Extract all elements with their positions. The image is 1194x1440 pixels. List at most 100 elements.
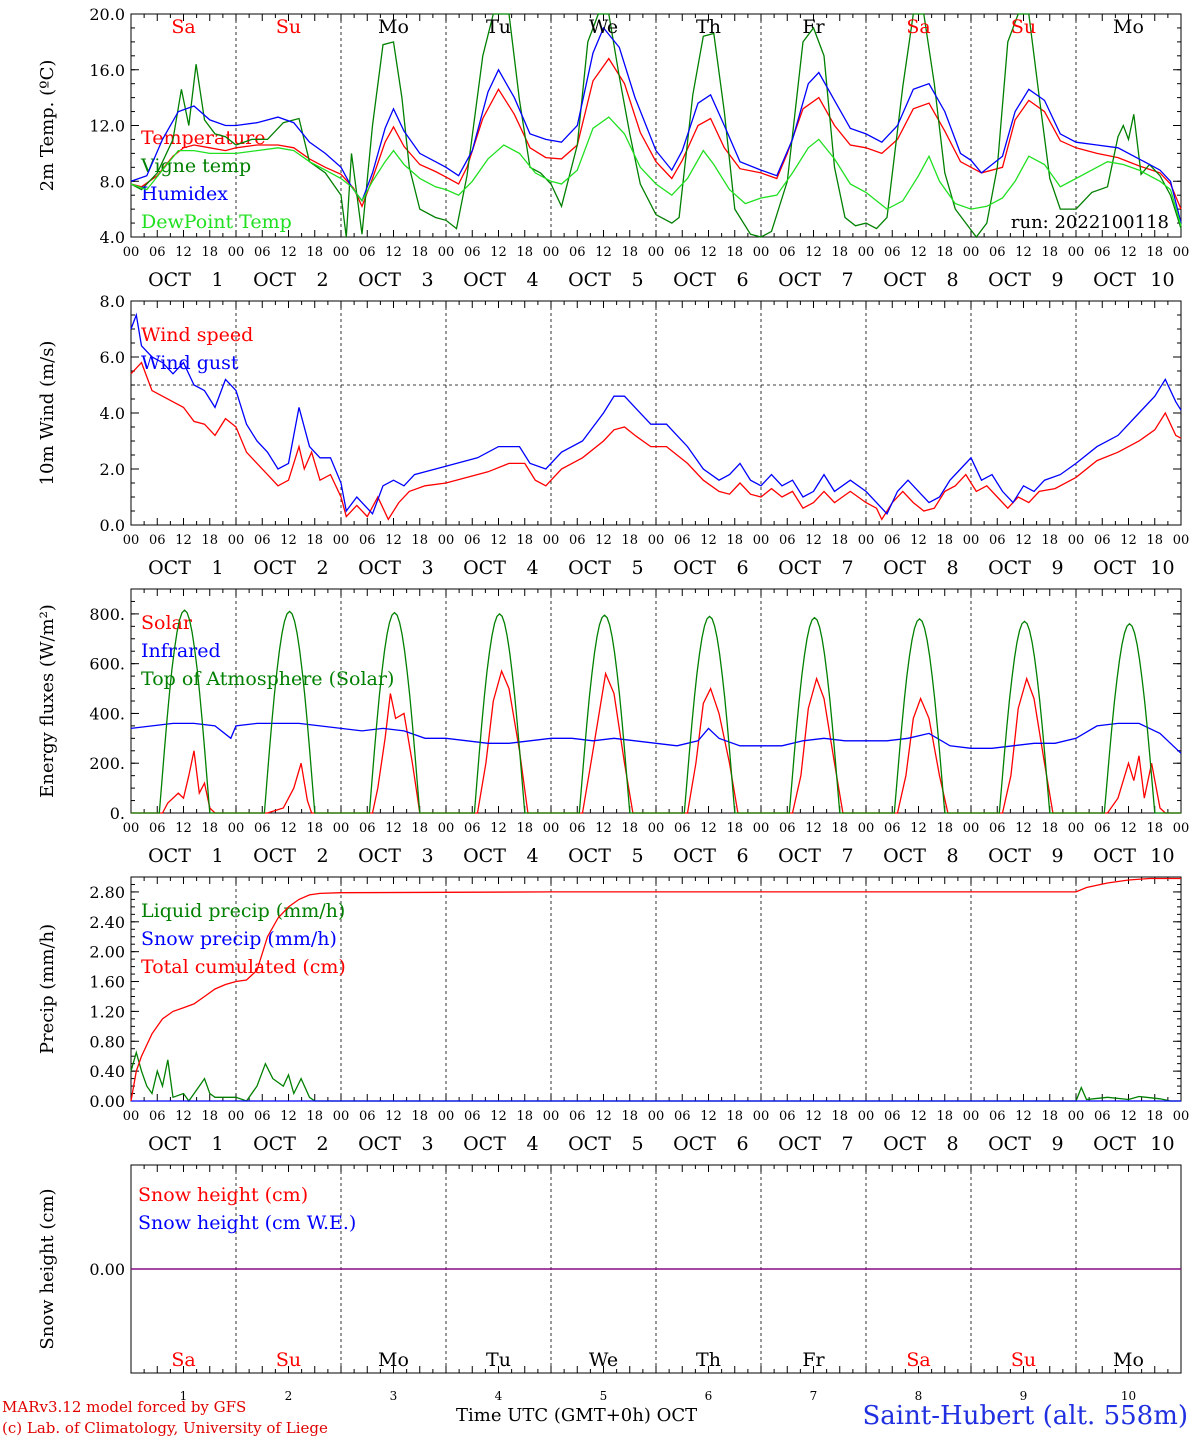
snow-dow-label: Mo [378, 1349, 409, 1371]
energy-hour-label: 06 [1094, 821, 1111, 836]
precip-ytick-label: 1.20 [89, 1002, 125, 1021]
temp-month-label: OCT [988, 269, 1031, 291]
wind-day-number: 10 [1150, 557, 1174, 579]
precip-hour-label: 18 [1146, 1109, 1163, 1124]
precip-hour-label: 12 [175, 1109, 192, 1124]
precip-hour-label: 00 [123, 1109, 140, 1124]
precip-hour-label: 00 [438, 1109, 455, 1124]
wind-hour-label: 18 [411, 533, 428, 548]
temp-ylabel: 2m Temp. (ºC) [37, 60, 58, 192]
precip-hour-label: 06 [149, 1109, 166, 1124]
precip-hour-label: 00 [648, 1109, 665, 1124]
wind-day-number: 5 [631, 557, 643, 579]
temp-hour-label: 06 [674, 245, 691, 260]
energy-hour-label: 00 [648, 821, 665, 836]
temp-hour-label: 18 [621, 245, 638, 260]
temp-hour-label: 00 [753, 245, 770, 260]
energy-hour-label: 06 [254, 821, 271, 836]
wind-day-number: 9 [1051, 557, 1063, 579]
temp-hour-label: 06 [1094, 245, 1111, 260]
energy-hour-label: 00 [123, 821, 140, 836]
precip-hour-label: 06 [779, 1109, 796, 1124]
snow-day-number: 7 [810, 1389, 818, 1403]
snow-dow-label: Sa [906, 1349, 930, 1371]
temp-hour-label: 00 [438, 245, 455, 260]
wind-month-label: OCT [673, 557, 716, 579]
energy-legend-entry: Solar [141, 612, 193, 634]
energy-hour-label: 18 [726, 821, 743, 836]
precip-hour-label: 06 [464, 1109, 481, 1124]
temp-day-number: 6 [736, 269, 748, 291]
wind-hour-label: 06 [569, 533, 586, 548]
temp-day-number: 7 [841, 269, 853, 291]
precip-hour-label: 18 [726, 1109, 743, 1124]
precip-hour-label: 12 [595, 1109, 612, 1124]
wind-hour-label: 18 [1146, 533, 1163, 548]
energy-month-label: OCT [463, 845, 506, 867]
snow-day-number: 3 [390, 1389, 398, 1403]
energy-day-number: 1 [211, 845, 223, 867]
precip-day-number: 5 [631, 1133, 643, 1155]
energy-hour-label: 18 [411, 821, 428, 836]
precip-hour-label: 18 [411, 1109, 428, 1124]
temp-hour-label: 12 [1120, 245, 1137, 260]
wind-hour-label: 06 [1094, 533, 1111, 548]
temp-day-number: 3 [421, 269, 433, 291]
energy-month-label: OCT [358, 845, 401, 867]
precip-hour-label: 00 [753, 1109, 770, 1124]
precip-legend-entry: Liquid precip (mm/h) [141, 900, 345, 922]
energy-legend-entry: Top of Atmosphere (Solar) [141, 668, 394, 690]
energy-hour-label: 06 [884, 821, 901, 836]
precip-day-number: 10 [1150, 1133, 1174, 1155]
wind-hour-label: 06 [254, 533, 271, 548]
temp-month-label: OCT [673, 269, 716, 291]
energy-hour-label: 00 [1173, 821, 1190, 836]
wind-hour-label: 18 [1041, 533, 1058, 548]
wind-hour-label: 06 [464, 533, 481, 548]
energy-month-label: OCT [883, 845, 926, 867]
temp-hour-label: 18 [201, 245, 218, 260]
energy-hour-label: 06 [674, 821, 691, 836]
snow-dow-label: Su [1011, 1349, 1036, 1371]
temp-dow-label: Su [1011, 16, 1036, 38]
temp-hour-label: 00 [228, 245, 245, 260]
temp-hour-label: 00 [648, 245, 665, 260]
wind-month-label: OCT [778, 557, 821, 579]
temp-hour-label: 18 [726, 245, 743, 260]
precip-hour-label: 12 [1015, 1109, 1032, 1124]
wind-day-number: 4 [526, 557, 538, 579]
wind-hour-label: 00 [648, 533, 665, 548]
precip-hour-label: 18 [201, 1109, 218, 1124]
precip-day-number: 9 [1051, 1133, 1063, 1155]
wind-ytick-label: 6.0 [100, 348, 125, 367]
precip-series-line [130, 1050, 1181, 1103]
temp-ytick-label: 8.0 [100, 172, 125, 191]
wind-hour-label: 00 [1173, 533, 1190, 548]
precip-hour-label: 18 [831, 1109, 848, 1124]
temp-hour-label: 06 [149, 245, 166, 260]
snow-legend-entry: Snow height (cm) [138, 1184, 308, 1206]
temp-hour-label: 12 [805, 245, 822, 260]
energy-hour-label: 06 [149, 821, 166, 836]
wind-hour-label: 06 [779, 533, 796, 548]
temp-hour-label: 06 [254, 245, 271, 260]
temp-legend-entry: Humidex [141, 183, 228, 205]
wind-month-label: OCT [358, 557, 401, 579]
temp-dow-label: Su [276, 16, 301, 38]
wind-ytick-label: 8.0 [100, 292, 125, 311]
temp-hour-label: 06 [989, 245, 1006, 260]
temp-hour-label: 06 [359, 245, 376, 260]
temp-hour-label: 12 [595, 245, 612, 260]
energy-hour-label: 00 [1068, 821, 1085, 836]
temp-ytick-label: 12.0 [89, 117, 125, 136]
temp-hour-label: 18 [1146, 245, 1163, 260]
snow-day-number: 8 [915, 1389, 923, 1403]
energy-hour-label: 18 [621, 821, 638, 836]
precip-hour-label: 18 [936, 1109, 953, 1124]
temp-hour-label: 00 [333, 245, 350, 260]
wind-month-label: OCT [1093, 557, 1136, 579]
precip-hour-label: 12 [910, 1109, 927, 1124]
temp-hour-label: 18 [516, 245, 533, 260]
temp-series-line [130, 13, 1182, 239]
energy-day-number: 5 [631, 845, 643, 867]
